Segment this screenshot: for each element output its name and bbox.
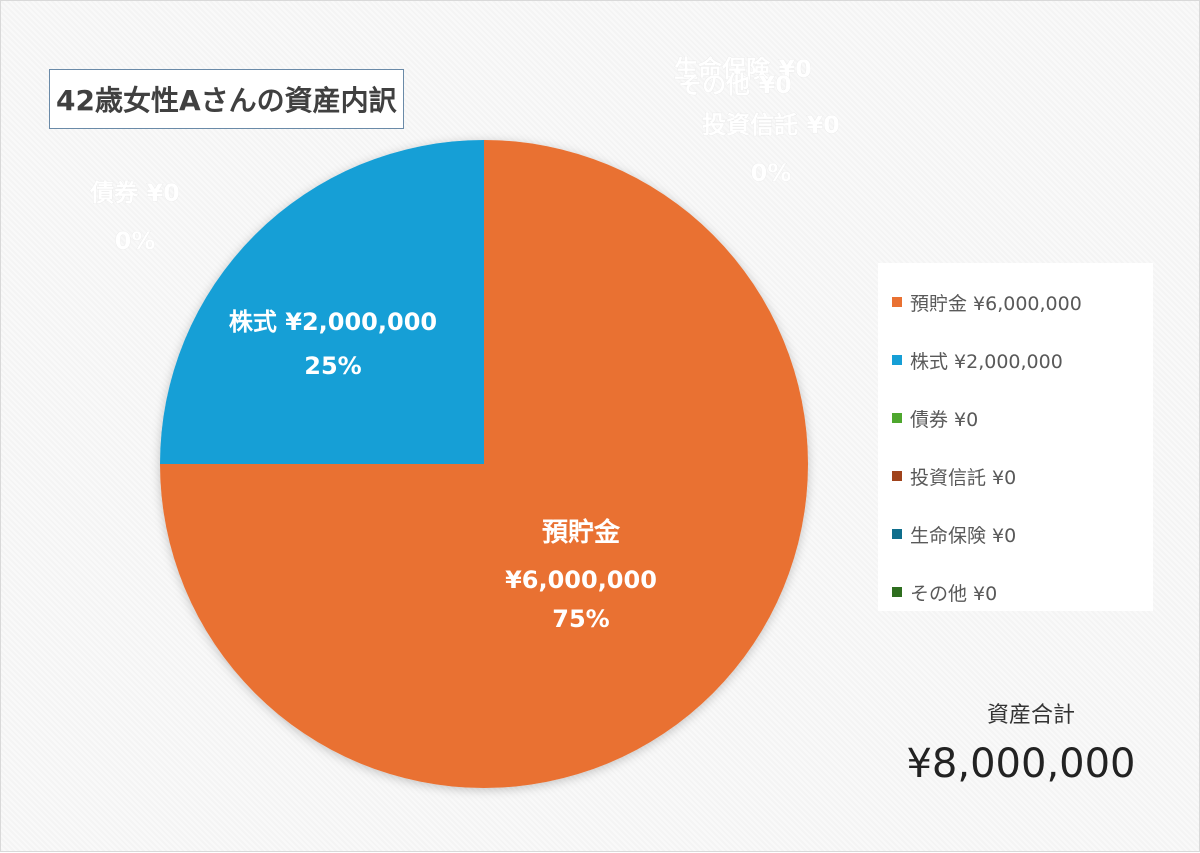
data-label-1-name-value: 株式 ¥2,000,000 [229,308,437,336]
data-label-3-name-value: 投資信託 ¥0 [702,111,840,139]
legend-label: 株式 ¥2,000,000 [910,350,1063,373]
data-label-1-percent: 25% [304,352,361,380]
data-label-2-name-value: 債券 ¥0 [89,179,180,207]
legend: 預貯金 ¥6,000,000 株式 ¥2,000,000 債券 ¥0 投資信託 … [878,263,1153,611]
legend-label: 預貯金 ¥6,000,000 [910,292,1082,315]
legend-item-other: その他 ¥0 [892,563,1153,621]
legend-swatch-icon [892,587,902,597]
data-label-0-percent: 75% [552,605,609,633]
legend-item-savings: 預貯金 ¥6,000,000 [892,273,1153,331]
total-label: 資産合計 [986,703,1075,728]
data-label-5-name-value: その他 ¥0 [678,71,792,99]
data-label-3-percent: 0% [751,159,792,187]
legend-item-investment-trusts: 投資信託 ¥0 [892,447,1153,505]
legend-swatch-icon [892,413,902,423]
chart-title: 42歳女性Aさんの資産内訳 [49,69,404,129]
data-label-4-name-value: 生命保険 ¥0 [674,55,812,83]
data-label-2-percent: 0% [115,227,156,255]
total-value: ¥8,000,000 [906,741,1136,787]
legend-swatch-icon [892,529,902,539]
legend-item-stocks: 株式 ¥2,000,000 [892,331,1153,389]
legend-swatch-icon [892,355,902,365]
legend-item-life-insurance: 生命保険 ¥0 [892,505,1153,563]
legend-item-bonds: 債券 ¥0 [892,389,1153,447]
data-label-0-value_label: ¥6,000,000 [505,566,657,594]
legend-label: 生命保険 ¥0 [910,524,1017,547]
legend-swatch-icon [892,471,902,481]
legend-label: 投資信託 ¥0 [910,466,1017,489]
legend-label: 債券 ¥0 [910,408,979,431]
legend-swatch-icon [892,297,902,307]
legend-label: その他 ¥0 [910,582,998,605]
data-label-0-name: 預貯金 [542,517,621,548]
pie-slice-1 [160,140,484,464]
